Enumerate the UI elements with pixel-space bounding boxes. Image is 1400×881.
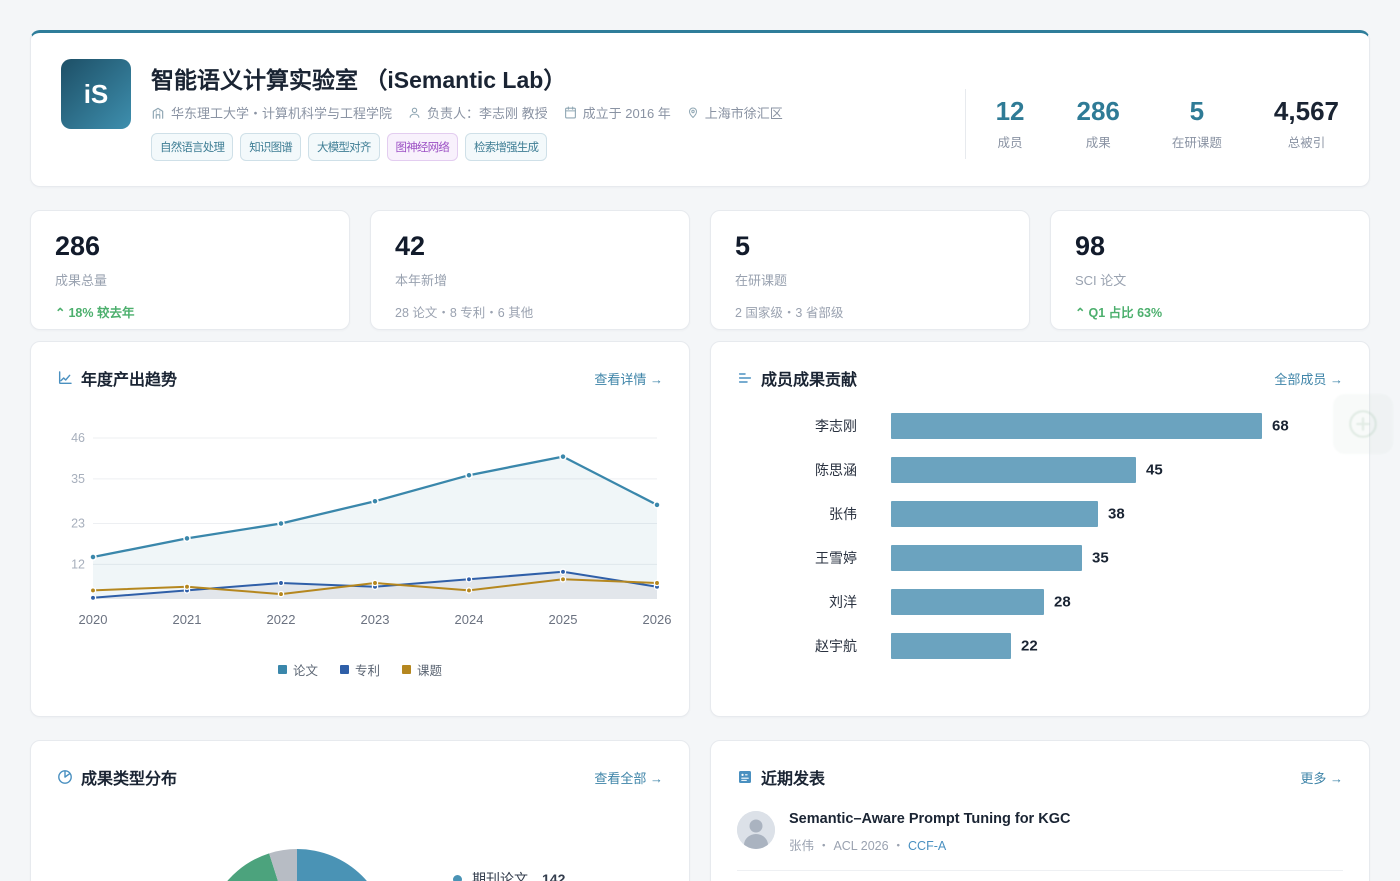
svg-text:2024: 2024 (455, 612, 484, 627)
svg-text:2026: 2026 (643, 612, 672, 627)
svg-text:23: 23 (71, 517, 85, 531)
svg-text:2021: 2021 (173, 612, 202, 627)
svg-text:2020: 2020 (79, 612, 108, 627)
svg-text:2022: 2022 (267, 612, 296, 627)
svg-text:2025: 2025 (549, 612, 578, 627)
svg-text:12: 12 (71, 557, 85, 571)
svg-text:2023: 2023 (361, 612, 390, 627)
svg-text:35: 35 (71, 472, 85, 486)
svg-text:46: 46 (71, 431, 85, 445)
